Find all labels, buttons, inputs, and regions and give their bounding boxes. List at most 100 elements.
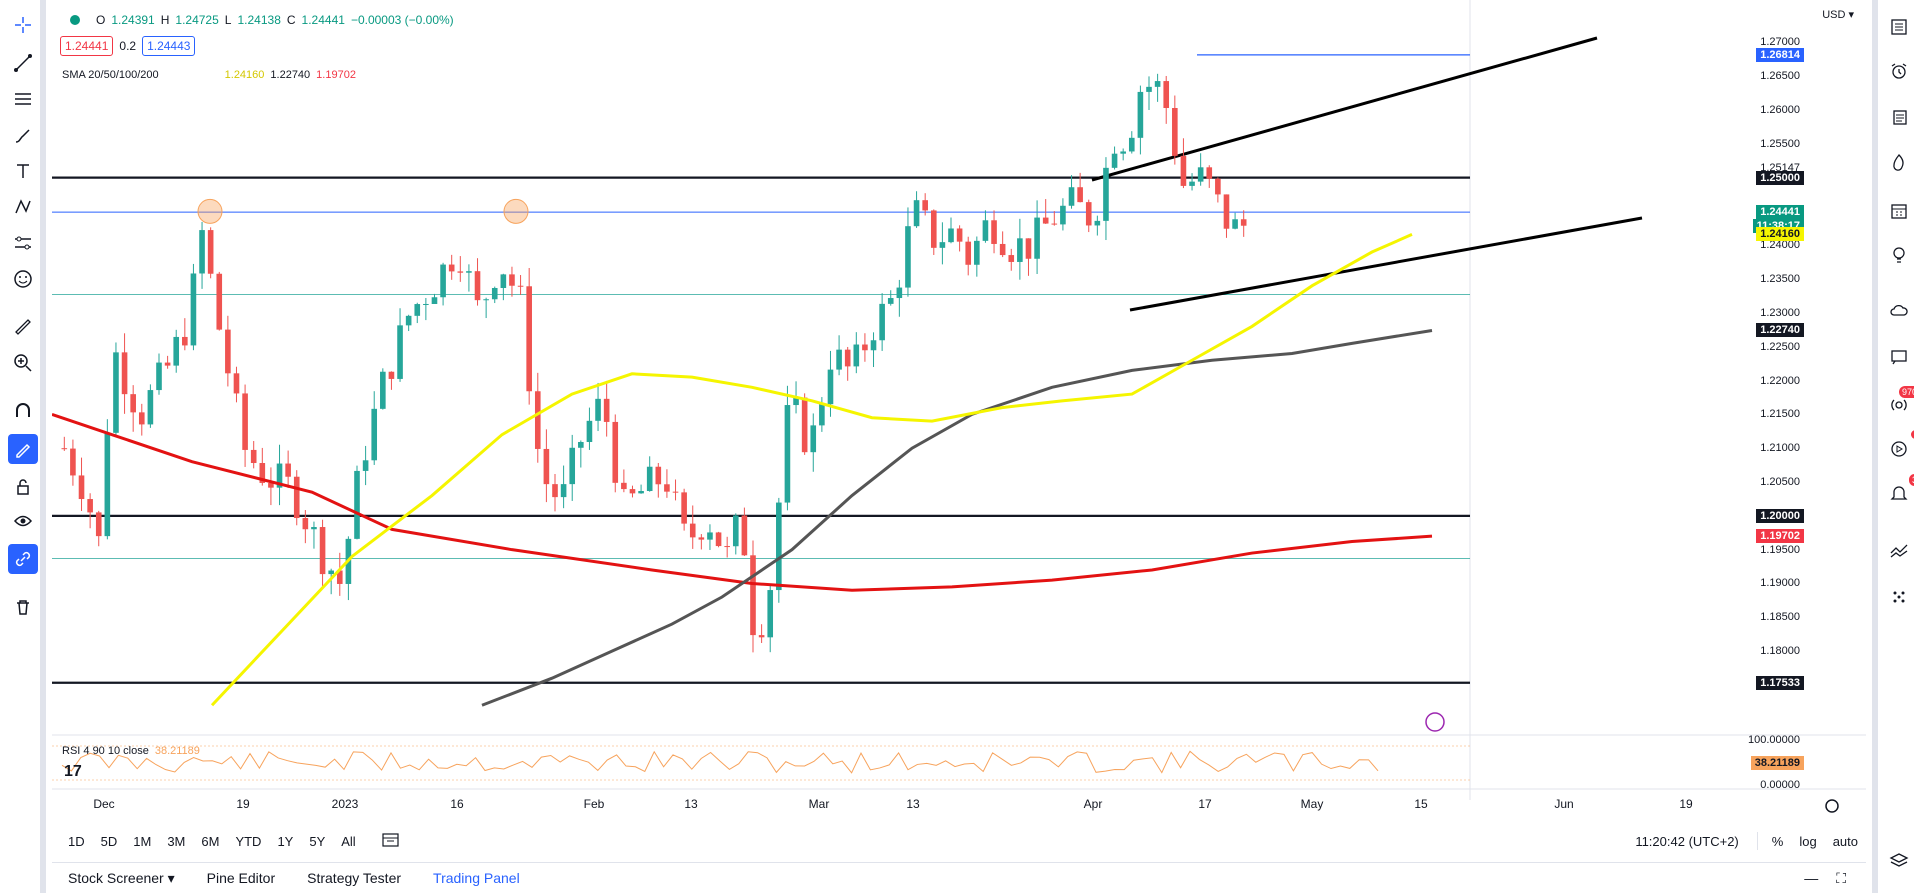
trend-line-icon[interactable]	[8, 48, 38, 78]
candle-up	[707, 532, 713, 540]
candle-up	[1189, 181, 1195, 186]
watchlist-icon[interactable]	[1884, 12, 1914, 42]
data-window-icon[interactable]	[1884, 536, 1914, 566]
timeframe-6m[interactable]: 6M	[201, 833, 220, 849]
crosshair-icon[interactable]	[8, 10, 38, 40]
tab-stock-screener[interactable]: Stock Screener ▾	[68, 869, 175, 886]
candle-up	[638, 490, 644, 494]
calendar-icon[interactable]	[1884, 196, 1914, 226]
more-dots-icon[interactable]	[1884, 582, 1914, 612]
prediction-icon[interactable]	[8, 228, 38, 258]
tab-pine-editor[interactable]: Pine Editor	[206, 870, 276, 886]
maximize-icon[interactable]: ⛶	[1836, 869, 1846, 886]
magnet-icon[interactable]	[8, 396, 38, 426]
market-status-icon	[70, 15, 80, 25]
buy-price-button[interactable]: 1.24443	[142, 36, 196, 56]
candle-down	[388, 371, 395, 379]
high-label: H	[160, 13, 170, 27]
candle-down	[259, 463, 266, 483]
link-icon[interactable]	[8, 544, 38, 574]
layers-icon[interactable]	[1884, 846, 1914, 876]
streams-icon[interactable]: 970	[1884, 386, 1914, 420]
trash-icon[interactable]	[8, 592, 38, 622]
eye-icon[interactable]	[8, 506, 38, 536]
candle-down	[612, 421, 619, 483]
sell-price-button[interactable]: 1.24441	[60, 36, 114, 56]
sma-value-1: 1.24160	[224, 69, 265, 81]
candle-up	[887, 298, 894, 304]
timeframe-1y[interactable]: 1Y	[277, 833, 294, 849]
tab-trading-panel[interactable]: Trading Panel	[433, 870, 520, 886]
drawing-toolbar	[0, 0, 46, 893]
currency-selector[interactable]: USD ▾	[1822, 9, 1854, 21]
candle-up	[1128, 137, 1135, 152]
price-chart[interactable]: 17 Dec 19 2023 16 Feb 13 Mar 13 Apr 17 May 15 Jun 19 O…	[52, 0, 1866, 858]
candle-down	[672, 491, 679, 493]
candle-up	[784, 405, 791, 503]
horizontal-lines-icon[interactable]	[8, 84, 38, 114]
close-value: 1.24441	[301, 13, 345, 27]
time-axis-label: Feb	[584, 797, 605, 811]
candle-up	[440, 264, 446, 298]
log-scale-toggle[interactable]: log	[1799, 833, 1817, 849]
candle-up	[1017, 238, 1023, 262]
timeframe-5y[interactable]: 5Y	[309, 833, 326, 849]
clock-display[interactable]: 11:20:42 (UTC+2)	[1635, 833, 1739, 849]
chart-canvas[interactable]: 17 Dec 19 2023 16 Feb 13 Mar 13 Apr 17 May 15 Jun 19	[52, 0, 1866, 826]
candle-down	[724, 546, 730, 548]
rsi-legend[interactable]: RSI 4 90 10 close 38.21189	[62, 745, 200, 757]
candle-up	[173, 336, 180, 366]
price-tick-label: 1.25500	[1760, 137, 1800, 150]
time-axis-label: Jun	[1554, 797, 1573, 811]
emoji-icon[interactable]	[8, 264, 38, 294]
price-tag: 1.24160	[1756, 227, 1804, 242]
candle-up	[827, 369, 834, 405]
candle-up	[1154, 81, 1161, 87]
price-tick-label: 1.22500	[1760, 340, 1800, 353]
text-tool-icon[interactable]	[8, 156, 38, 186]
timeframe-3m[interactable]: 3M	[167, 833, 186, 849]
timeframe-1m[interactable]: 1M	[133, 833, 152, 849]
timeframe-buttons: 1D 5D 1M 3M 6M YTD 1Y 5Y All	[52, 834, 364, 849]
ideas-lightbulb-icon[interactable]	[1884, 240, 1914, 270]
messages-icon[interactable]	[1884, 342, 1914, 372]
tab-strategy-tester[interactable]: Strategy Tester	[307, 870, 402, 886]
candle-up	[380, 371, 386, 409]
price-tick-label: 1.18000	[1760, 645, 1800, 658]
pattern-icon[interactable]	[8, 192, 38, 222]
ruler-icon[interactable]	[8, 312, 38, 342]
candle-up	[276, 463, 283, 488]
timeframe-5d[interactable]: 5D	[100, 833, 118, 849]
time-axis-label: Mar	[809, 797, 830, 811]
candle-down	[216, 273, 223, 330]
object-tree-icon[interactable]	[1884, 102, 1914, 132]
percent-scale-toggle[interactable]: %	[1771, 833, 1784, 849]
close-label: C	[286, 13, 296, 27]
candle-down	[457, 271, 464, 273]
time-axis-label: 13	[684, 797, 698, 811]
minimize-icon[interactable]: —	[1804, 870, 1819, 886]
price-tick-label: 1.19000	[1760, 577, 1800, 590]
live-play-icon[interactable]	[1884, 430, 1914, 464]
chats-cloud-icon[interactable]	[1884, 296, 1914, 326]
compare-range-icon[interactable]	[382, 832, 400, 851]
timeframe-all[interactable]: All	[341, 833, 356, 849]
zoom-in-icon[interactable]	[8, 348, 38, 378]
brush-icon[interactable]	[8, 120, 38, 150]
sma-legend[interactable]: SMA 20/50/100/200 1.24160 1.22740 1.1970…	[62, 69, 356, 81]
alarm-clock-icon[interactable]	[1884, 56, 1914, 86]
notifications-bell-icon[interactable]: 3	[1884, 474, 1914, 508]
candle-down	[336, 570, 343, 584]
hotlist-icon[interactable]	[1884, 148, 1914, 178]
candle-up	[896, 287, 903, 299]
candle-down	[1085, 202, 1092, 226]
candle-down	[268, 482, 274, 488]
timeframe-1d[interactable]: 1D	[68, 833, 85, 849]
timeframe-ytd[interactable]: YTD	[235, 833, 262, 849]
stay-in-drawing-mode-icon[interactable]	[8, 434, 38, 464]
lock-icon[interactable]	[8, 472, 38, 502]
candle-down	[750, 555, 756, 636]
auto-scale-toggle[interactable]: auto	[1832, 833, 1858, 849]
candle-down	[61, 448, 68, 450]
candle-down	[715, 532, 722, 547]
